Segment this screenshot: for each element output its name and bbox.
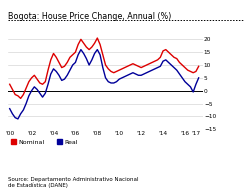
Text: Bogota: House Price Change, Annual (%): Bogota: House Price Change, Annual (%)	[8, 12, 171, 21]
Legend: Nominal, Real: Nominal, Real	[10, 139, 78, 145]
Text: Source: Departamento Administrativo Nacional
de Estadística (DANE): Source: Departamento Administrativo Naci…	[8, 177, 138, 188]
